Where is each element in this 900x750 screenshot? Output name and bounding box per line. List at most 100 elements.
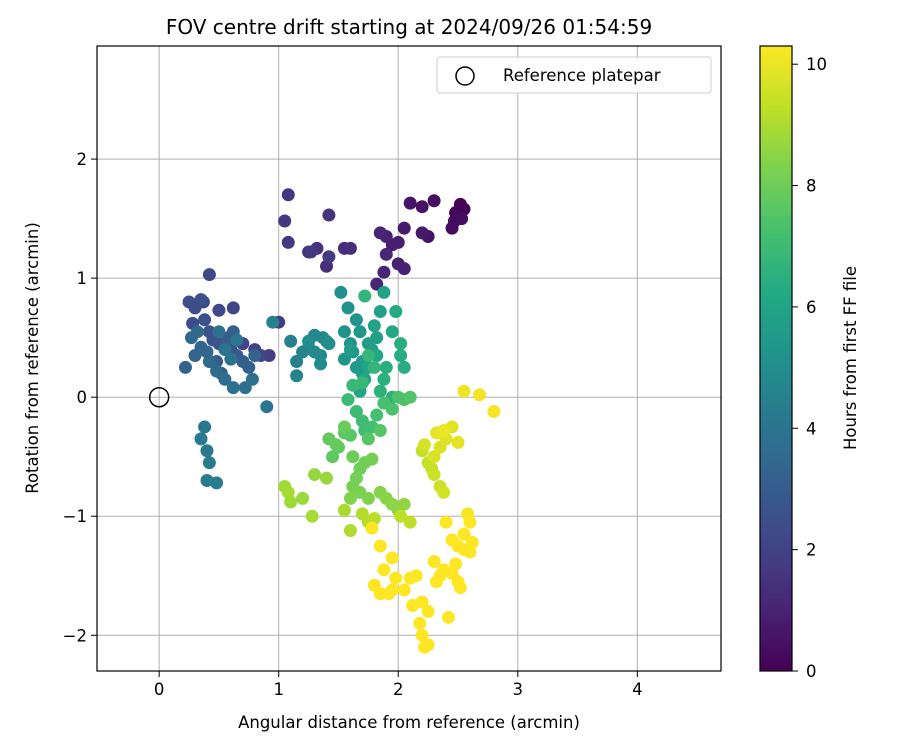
data-point [320,471,334,485]
data-point [370,331,384,345]
colorbar-tick-label: 8 [806,177,817,196]
data-point [427,194,441,208]
data-point [248,349,262,363]
legend-label-reference: Reference platepar [503,66,661,85]
data-point [445,221,459,235]
data-point [451,435,465,449]
data-point [194,293,208,307]
colorbar-label: Hours from first FF file [841,266,860,450]
data-point [281,485,295,499]
data-point [242,360,256,374]
data-point [308,468,322,482]
data-point [296,491,310,505]
data-point [418,640,432,654]
data-point [429,575,443,589]
data-point [358,289,372,303]
data-point [367,319,381,333]
x-axis-label: Angular distance from reference (arcmin) [238,713,580,732]
data-point [453,581,467,595]
data-point [377,265,391,279]
data-point [260,400,274,414]
data-point [329,438,343,452]
legend-box [436,56,712,94]
reference-point [148,386,170,408]
data-point [334,285,348,299]
colorbar-tick-label: 0 [806,662,817,681]
colorbar-tick-label: 2 [806,541,817,560]
data-point [343,241,357,255]
data-point [178,360,192,374]
data-point [343,491,357,505]
data-point [394,337,408,351]
data-point [281,188,295,202]
data-point [379,360,393,374]
data-point [305,509,319,523]
y-tick-label: 2 [77,150,88,169]
data-point [349,313,363,327]
data-point [385,402,399,416]
data-point [457,384,471,398]
x-tick-label: 1 [273,680,284,699]
data-point [409,569,423,583]
data-point [415,628,429,642]
data-point [218,343,232,357]
data-point [373,226,387,240]
y-tick-label: −1 [63,507,87,526]
y-tick-label: 0 [77,388,88,407]
data-point [341,301,355,315]
data-point [379,247,393,261]
data-point [377,563,391,577]
chart-title: FOV centre drift starting at 2024/09/26 … [166,15,652,39]
data-point [413,616,427,630]
data-point [389,571,403,585]
data-point [194,432,208,446]
data-points [178,188,501,654]
data-point [397,221,411,235]
data-point [373,424,387,438]
data-point [224,352,238,366]
data-point [304,245,318,259]
data-point [377,372,391,386]
data-point [349,404,363,418]
data-point [343,343,357,357]
colorbar-ticks: 0 2 4 6 8 10 [792,55,827,681]
data-point [397,360,411,374]
data-point [389,304,403,318]
grid-lines [97,46,721,671]
data-point [322,250,336,264]
data-point [337,325,351,339]
data-point [394,509,408,523]
data-point [284,334,298,348]
data-point [198,313,212,327]
x-tick-label: 2 [393,680,404,699]
data-point [343,524,357,538]
y-axis-ticks: −2 −1 0 1 2 [63,150,97,645]
colorbar-tick-label: 4 [806,419,817,438]
data-point [403,390,417,404]
data-point [346,450,360,464]
data-point [218,372,232,386]
data-point [403,515,417,529]
data-point [367,360,381,374]
data-point [226,301,240,315]
x-tick-label: 4 [632,680,643,699]
data-point [365,452,379,466]
data-point [391,235,405,249]
data-point [245,372,259,386]
data-point [278,214,292,228]
data-point [212,325,226,339]
data-point [415,200,429,214]
data-point [373,539,387,553]
data-point [341,393,355,407]
data-point [397,262,411,276]
data-point [385,551,399,565]
data-point [308,345,322,359]
data-point [418,438,432,452]
plot-area-frame [96,45,722,672]
y-tick-label: −2 [63,626,87,645]
data-point [427,554,441,568]
data-point [190,325,204,339]
data-point [394,349,408,363]
legend-marker-reference [455,66,475,86]
data-point [415,595,429,609]
